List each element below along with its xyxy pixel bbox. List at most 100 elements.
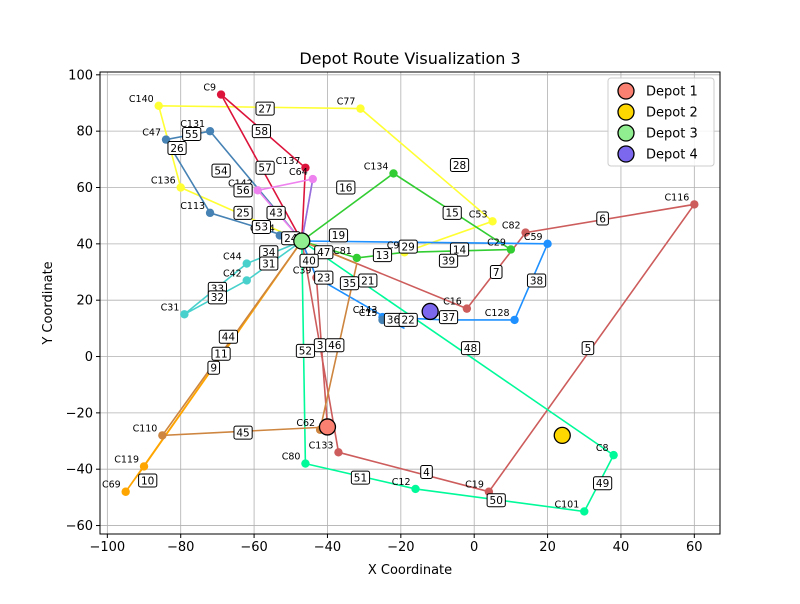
- customer-point: [462, 304, 472, 313]
- customer-label: C19: [465, 480, 484, 491]
- route-label-text: 39: [442, 256, 455, 268]
- customer-label: C131: [180, 119, 205, 130]
- legend-label: Depot 4: [646, 148, 698, 163]
- y-tick-label: 0: [85, 350, 93, 365]
- customer-point: [389, 169, 398, 178]
- route-label-box: [460, 341, 481, 356]
- route-label-text: 6: [599, 213, 606, 225]
- route-label-text: 58: [255, 126, 268, 138]
- customer-point: [205, 208, 215, 218]
- route-label-text: 51: [354, 472, 367, 484]
- route-label-text: 7: [493, 267, 500, 279]
- route-label-box: [233, 183, 253, 198]
- x-tick-label: −40: [314, 540, 341, 555]
- route-label-box: [596, 211, 609, 226]
- x-tick-label: 40: [613, 540, 630, 555]
- customer-label: C64: [289, 167, 308, 178]
- route-label-box: [299, 253, 319, 268]
- route-label-box: [438, 253, 459, 268]
- route-label-text: 35: [343, 278, 356, 290]
- legend-label: Depot 2: [646, 106, 698, 121]
- customer-label: C116: [665, 192, 690, 203]
- customer-point: [488, 217, 497, 226]
- route-label-box: [593, 476, 613, 491]
- route-label-text: 54: [214, 165, 228, 177]
- x-tick-label: −60: [240, 540, 267, 555]
- depot-layer: [293, 232, 571, 445]
- route-label-box: [255, 160, 275, 175]
- route-label-text: 40: [302, 256, 315, 268]
- route-label-text: 46: [328, 340, 342, 352]
- y-tick-label: 20: [76, 294, 93, 309]
- legend-marker: [617, 82, 635, 100]
- customer-point: [205, 126, 215, 136]
- route-label-text: 31: [262, 258, 275, 270]
- route-label-box: [314, 245, 334, 260]
- route-label-box: [526, 273, 547, 288]
- route-label-box: [138, 473, 158, 488]
- customer-label: C82: [502, 221, 521, 232]
- customer-label: C53: [469, 209, 488, 220]
- route-label-text: 52: [299, 346, 312, 358]
- customer-point: [154, 101, 163, 111]
- customer-label: C9: [203, 83, 216, 94]
- customer-label: C62: [296, 418, 315, 429]
- route-label-box: [449, 242, 470, 257]
- x-tick-label: 20: [539, 540, 556, 555]
- y-tick-label: −20: [66, 406, 93, 421]
- y-tick-label: −60: [66, 519, 93, 534]
- route-label-box: [314, 270, 334, 285]
- legend-marker: [617, 145, 635, 163]
- y-tick-label: 40: [76, 237, 93, 252]
- customer-point: [334, 448, 343, 457]
- y-tick-label: 80: [76, 125, 93, 140]
- route-line: [183, 240, 303, 316]
- customer-point: [690, 200, 699, 209]
- depot-marker: [421, 302, 439, 321]
- route-label-text: 55: [185, 129, 198, 141]
- customer-label: C29: [487, 237, 506, 248]
- route-label-box: [350, 470, 371, 485]
- customer-label: C113: [180, 201, 205, 212]
- customer-point: [356, 104, 365, 113]
- route-label-text: 47: [317, 247, 330, 259]
- route-label-text: 11: [214, 349, 227, 361]
- route-label-box: [259, 256, 279, 271]
- route-label-text: 9: [210, 363, 217, 375]
- depot-marker: [293, 232, 311, 250]
- route-label-text: 44: [222, 332, 236, 344]
- route-label-text: 49: [596, 478, 609, 490]
- customer-point: [301, 163, 310, 172]
- legend-marker: [617, 103, 635, 121]
- route-label-box: [489, 265, 503, 280]
- route-label-text: 27: [258, 103, 271, 115]
- customer-point: [308, 174, 317, 184]
- legend-box: [607, 77, 715, 167]
- customer-point: [543, 239, 552, 249]
- route-label-text: 32: [211, 292, 224, 304]
- customer-label: C42: [223, 268, 242, 279]
- customer-point: [242, 276, 251, 285]
- customer-label: C59: [524, 232, 543, 243]
- y-tick-label: 60: [76, 181, 93, 196]
- route-label-text: 25: [236, 208, 249, 220]
- route-label-box: [182, 126, 202, 141]
- customer-label: C69: [102, 480, 121, 491]
- route-label-text: 14: [453, 244, 467, 256]
- depot-marker: [553, 426, 571, 445]
- plot-frame: [99, 71, 721, 535]
- customer-label: C47: [142, 128, 161, 139]
- customer-point: [139, 462, 149, 471]
- customer-point: [521, 228, 530, 237]
- route-label-text: 36: [387, 315, 401, 327]
- route-label-box: [438, 310, 459, 325]
- route-label-box: [398, 312, 418, 327]
- customer-point: [352, 253, 362, 263]
- customer-label: C134: [364, 161, 389, 172]
- route-label-box: [336, 180, 356, 195]
- route-label-box: [449, 157, 470, 172]
- route-label-text: 29: [401, 241, 414, 253]
- route-label-text: 15: [446, 208, 459, 220]
- customer-label: C77: [337, 97, 356, 108]
